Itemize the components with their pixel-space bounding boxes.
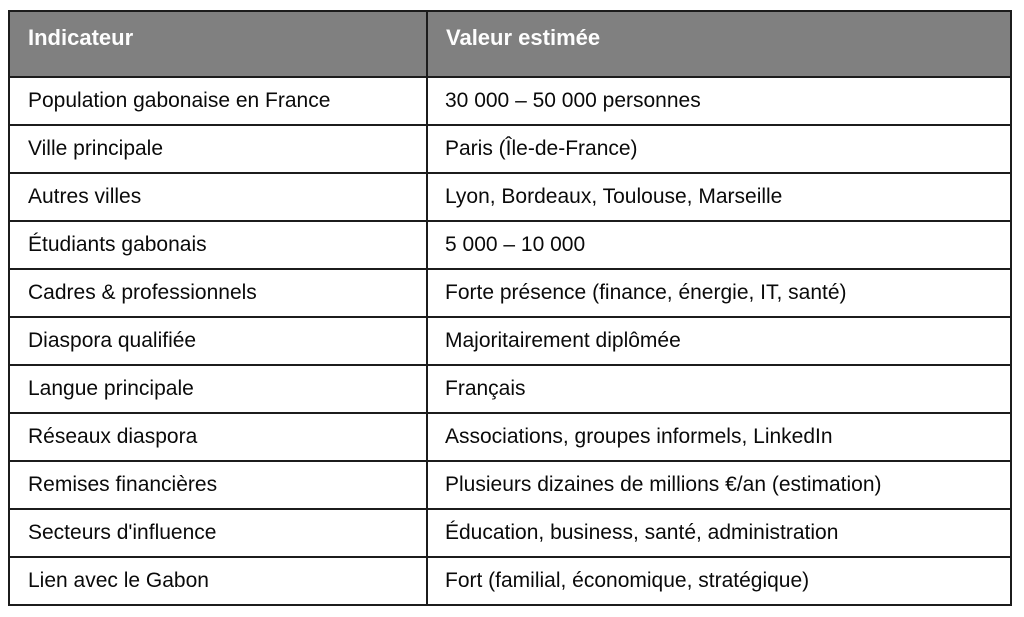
value-cell: Français — [426, 364, 1012, 414]
indicator-cell: Lien avec le Gabon — [8, 556, 428, 606]
column-header-indicateur: Indicateur — [8, 10, 428, 78]
table-row: Étudiants gabonais 5 000 – 10 000 — [8, 220, 1012, 270]
table-row: Lien avec le Gabon Fort (familial, écono… — [8, 556, 1012, 606]
value-cell: Plusieurs dizaines de millions €/an (est… — [426, 460, 1012, 510]
value-cell: Forte présence (finance, énergie, IT, sa… — [426, 268, 1012, 318]
value-cell: Paris (Île-de-France) — [426, 124, 1012, 174]
header-row: Indicateur Valeur estimée — [8, 10, 1012, 78]
diaspora-indicators-table: Indicateur Valeur estimée Population gab… — [8, 10, 1012, 606]
column-header-valeur-estimee: Valeur estimée — [426, 10, 1012, 78]
table-row: Ville principale Paris (Île-de-France) — [8, 124, 1012, 174]
value-cell: Éducation, business, santé, administrati… — [426, 508, 1012, 558]
value-cell: Associations, groupes informels, LinkedI… — [426, 412, 1012, 462]
indicator-cell: Secteurs d'influence — [8, 508, 428, 558]
indicator-cell: Cadres & professionnels — [8, 268, 428, 318]
indicator-cell: Réseaux diaspora — [8, 412, 428, 462]
value-cell: 5 000 – 10 000 — [426, 220, 1012, 270]
table-row: Secteurs d'influence Éducation, business… — [8, 508, 1012, 558]
indicator-cell: Langue principale — [8, 364, 428, 414]
indicator-cell: Population gabonaise en France — [8, 76, 428, 126]
value-cell: Lyon, Bordeaux, Toulouse, Marseille — [426, 172, 1012, 222]
indicator-cell: Étudiants gabonais — [8, 220, 428, 270]
table-row: Population gabonaise en France 30 000 – … — [8, 76, 1012, 126]
indicator-cell: Remises financières — [8, 460, 428, 510]
indicator-cell: Autres villes — [8, 172, 428, 222]
indicator-cell: Ville principale — [8, 124, 428, 174]
table-row: Diaspora qualifiée Majoritairement diplô… — [8, 316, 1012, 366]
value-cell: Fort (familial, économique, stratégique) — [426, 556, 1012, 606]
indicator-cell: Diaspora qualifiée — [8, 316, 428, 366]
table-row: Cadres & professionnels Forte présence (… — [8, 268, 1012, 318]
value-cell: Majoritairement diplômée — [426, 316, 1012, 366]
table-row: Réseaux diaspora Associations, groupes i… — [8, 412, 1012, 462]
table-row: Autres villes Lyon, Bordeaux, Toulouse, … — [8, 172, 1012, 222]
table-row: Remises financières Plusieurs dizaines d… — [8, 460, 1012, 510]
table-row: Langue principale Français — [8, 364, 1012, 414]
value-cell: 30 000 – 50 000 personnes — [426, 76, 1012, 126]
